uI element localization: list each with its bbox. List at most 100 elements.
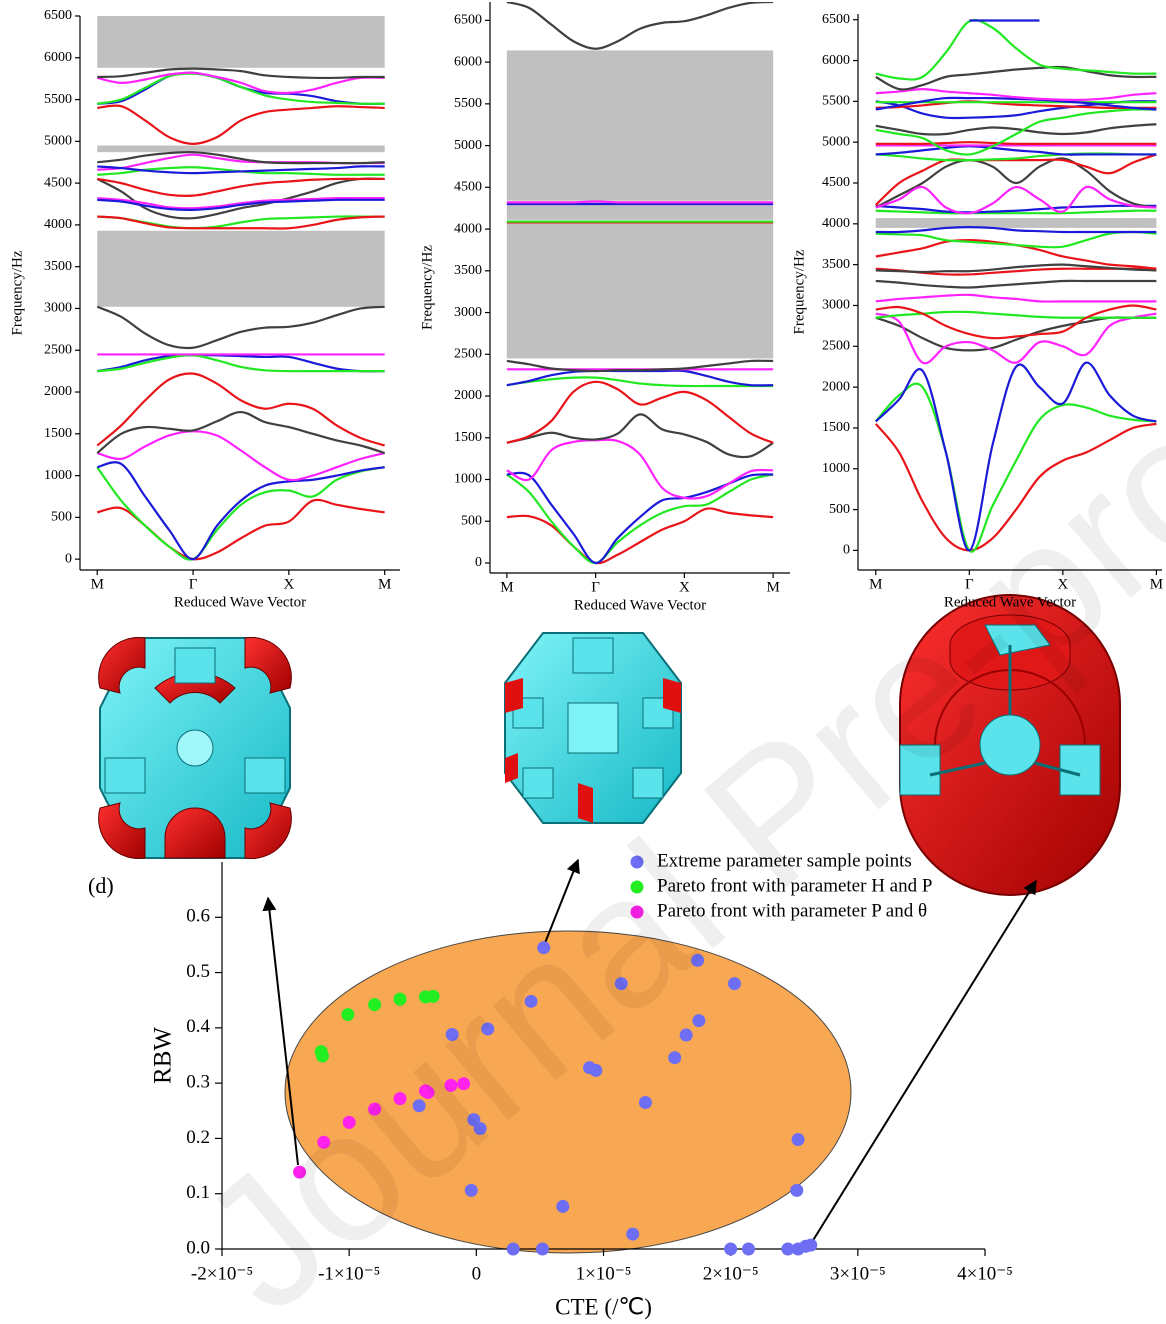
y-tick-label: 5500 (822, 94, 850, 109)
band-gap (507, 50, 773, 200)
band-curve (97, 166, 384, 173)
band-gap (97, 146, 384, 153)
band-curve (876, 142, 1157, 144)
y-tick-label: 0 (65, 551, 72, 566)
band-gap (876, 218, 1157, 228)
y-tick-label: 2000 (454, 388, 482, 403)
y-tick-label: 1500 (44, 426, 72, 441)
y-tick-label: 1500 (822, 420, 850, 435)
band-curve (507, 202, 773, 203)
band-curve (876, 232, 1157, 247)
y-axis-title: RBW (150, 1027, 177, 1084)
band-gap (97, 16, 384, 68)
y-tick-label: 3500 (44, 259, 72, 274)
y-tick-label: 3000 (454, 305, 482, 320)
band-curve (97, 431, 384, 480)
band-curve (507, 473, 773, 563)
figure: 0500100015002000250030003500400045005000… (0, 0, 1166, 1324)
y-tick-label: 0.6 (186, 906, 210, 927)
scatter-point (724, 1243, 737, 1256)
y-tick-label: 5500 (44, 92, 72, 107)
scatter-point (680, 1029, 693, 1042)
band-curve (97, 307, 384, 348)
band-curve (97, 500, 384, 559)
y-tick-label: 3500 (454, 263, 482, 278)
y-tick-label: 1500 (454, 430, 482, 445)
y-tick-label: 3500 (822, 257, 850, 272)
y-tick-label: 6000 (454, 54, 482, 69)
y-tick-label: 500 (461, 513, 482, 528)
curves (97, 69, 384, 560)
panel-label: (d) (88, 873, 114, 898)
x-axis-title: Reduced Wave Vector (574, 597, 706, 613)
y-axis-title: Frequency/Hz (9, 250, 25, 335)
x-tick-label: 3×10⁻⁵ (830, 1263, 886, 1284)
scatter-point (341, 1008, 354, 1021)
x-tick-label: X (283, 576, 294, 592)
band-curve (97, 412, 384, 453)
y-tick-label: 4500 (454, 180, 482, 195)
band-curve (507, 474, 773, 563)
band-curve (876, 89, 1157, 100)
y-axis-title: Frequency/Hz (791, 249, 807, 334)
scatter-point (792, 1133, 805, 1146)
y-tick-label: 4000 (822, 216, 850, 231)
scatter-point (804, 1239, 817, 1252)
x-tick-label: 4×10⁻⁵ (957, 1263, 1013, 1284)
y-tick-label: 1000 (454, 472, 482, 487)
x-tick-label: M (378, 576, 391, 592)
y-tick-label: 0.5 (186, 961, 210, 982)
x-tick-label: M (91, 576, 104, 592)
x-tick-label: M (766, 579, 779, 595)
y-tick-label: 4500 (822, 175, 850, 190)
structure-image-1 (99, 637, 292, 858)
y-tick-label: 2500 (454, 347, 482, 362)
band-curve (876, 154, 1157, 205)
band-gap (507, 205, 773, 220)
scatter-point (556, 1200, 569, 1213)
band-curve (97, 374, 384, 446)
x-tick-label: M (500, 579, 513, 595)
x-tick-label: 0 (472, 1263, 482, 1284)
x-tick-label: Γ (189, 576, 198, 592)
y-tick-label: 6500 (44, 8, 72, 23)
scatter-point (368, 998, 381, 1011)
y-tick-label: 6500 (454, 13, 482, 28)
y-tick-label: 0 (475, 555, 482, 570)
band-gap (507, 222, 773, 358)
band-curve (97, 106, 384, 144)
y-tick-label: 2500 (44, 342, 72, 357)
x-tick-label: 2×10⁻⁵ (703, 1263, 759, 1284)
y-tick-label: 500 (51, 510, 72, 525)
y-tick-label: 4000 (454, 221, 482, 236)
y-tick-label: 5500 (454, 96, 482, 111)
y-tick-label: 0.3 (186, 1072, 210, 1093)
y-tick-label: 5000 (822, 134, 850, 149)
band-curve (876, 314, 1157, 364)
band-curve (876, 146, 1157, 154)
y-tick-label: 2000 (44, 384, 72, 399)
scatter-point (507, 1243, 520, 1256)
band-curve (507, 2, 773, 49)
band-curve (97, 69, 384, 78)
y-tick-label: 0.2 (186, 1127, 210, 1148)
y-tick-label: 1000 (822, 461, 850, 476)
scatter-point (668, 1051, 681, 1064)
x-tick-label: 1×10⁻⁵ (576, 1263, 632, 1284)
band-gap (97, 231, 384, 307)
x-tick-label: X (679, 579, 690, 595)
y-tick-label: 3000 (822, 298, 850, 313)
y-tick-label: 6000 (822, 53, 850, 68)
scatter-point (742, 1243, 755, 1256)
y-tick-label: 6000 (44, 50, 72, 65)
y-tick-label: 1000 (44, 468, 72, 483)
scatter-point (626, 1228, 639, 1241)
y-tick-label: 3000 (44, 301, 72, 316)
y-tick-label: 4000 (44, 217, 72, 232)
y-tick-label: 2000 (822, 379, 850, 394)
x-axis-title: CTE (/℃) (555, 1294, 652, 1319)
y-tick-label: 4500 (44, 175, 72, 190)
x-tick-label: Γ (591, 579, 600, 595)
band-curve (97, 467, 384, 559)
scatter-point (536, 1243, 549, 1256)
